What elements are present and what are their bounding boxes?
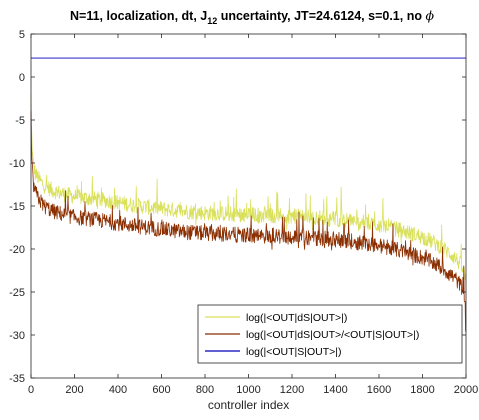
- x-tick-label: 1400: [323, 384, 347, 396]
- y-tick-label: 0: [19, 72, 25, 84]
- y-tick-label: -25: [9, 287, 25, 299]
- chart-title-symbol: ϕ: [425, 8, 434, 23]
- legend-box: [197, 304, 463, 364]
- x-tick-label: 600: [152, 384, 170, 396]
- series-line-1: [30, 94, 467, 286]
- y-tick-label: -30: [9, 330, 25, 342]
- y-tick-label: -20: [9, 244, 25, 256]
- x-tick-label: 1200: [280, 384, 304, 396]
- y-tick-label: -10: [9, 158, 25, 170]
- x-tick-label: 400: [109, 384, 127, 396]
- legend-label: log(|<OUT|dS|OUT>|): [246, 312, 347, 324]
- y-tick-label: -15: [9, 201, 25, 213]
- y-tick-label: -5: [15, 115, 25, 127]
- y-tick-label: -35: [9, 373, 25, 385]
- x-tick-label: 1600: [367, 384, 391, 396]
- series-layer: [30, 57, 467, 333]
- x-tick-label: 1000: [236, 384, 260, 396]
- y-tick-label: 5: [19, 29, 25, 41]
- x-tick-label: 1800: [410, 384, 434, 396]
- tick-layer: 0 200 400 600 800 1000 1200 1400 1600 1800 200050-…: [9, 29, 478, 396]
- chart-title-subscript: 12: [207, 16, 217, 26]
- legend: log(|<OUT|dS|OUT>|) log(|<OUT|dS|OUT>/<OU…: [197, 304, 463, 364]
- x-tick-label: 800: [196, 384, 214, 396]
- chart-title-rest: uncertainty, JT=24.6124, s=0.1, no: [217, 9, 425, 23]
- x-tick-label: 0: [28, 384, 34, 396]
- chart-title: N=11, localization, dt, J12 uncertainty,…: [70, 8, 434, 26]
- x-tick-label: 200: [65, 384, 83, 396]
- series-line-2: [30, 111, 467, 333]
- legend-label: log(|<OUT|S|OUT>|): [246, 346, 342, 358]
- legend-label: log(|<OUT|dS|OUT>/<OUT|S|OUT>|): [246, 329, 419, 341]
- x-tick-label: 2000: [454, 384, 478, 396]
- x-axis-label: controller index: [208, 398, 289, 412]
- chart-title-main: N=11, localization, dt, J: [70, 9, 207, 23]
